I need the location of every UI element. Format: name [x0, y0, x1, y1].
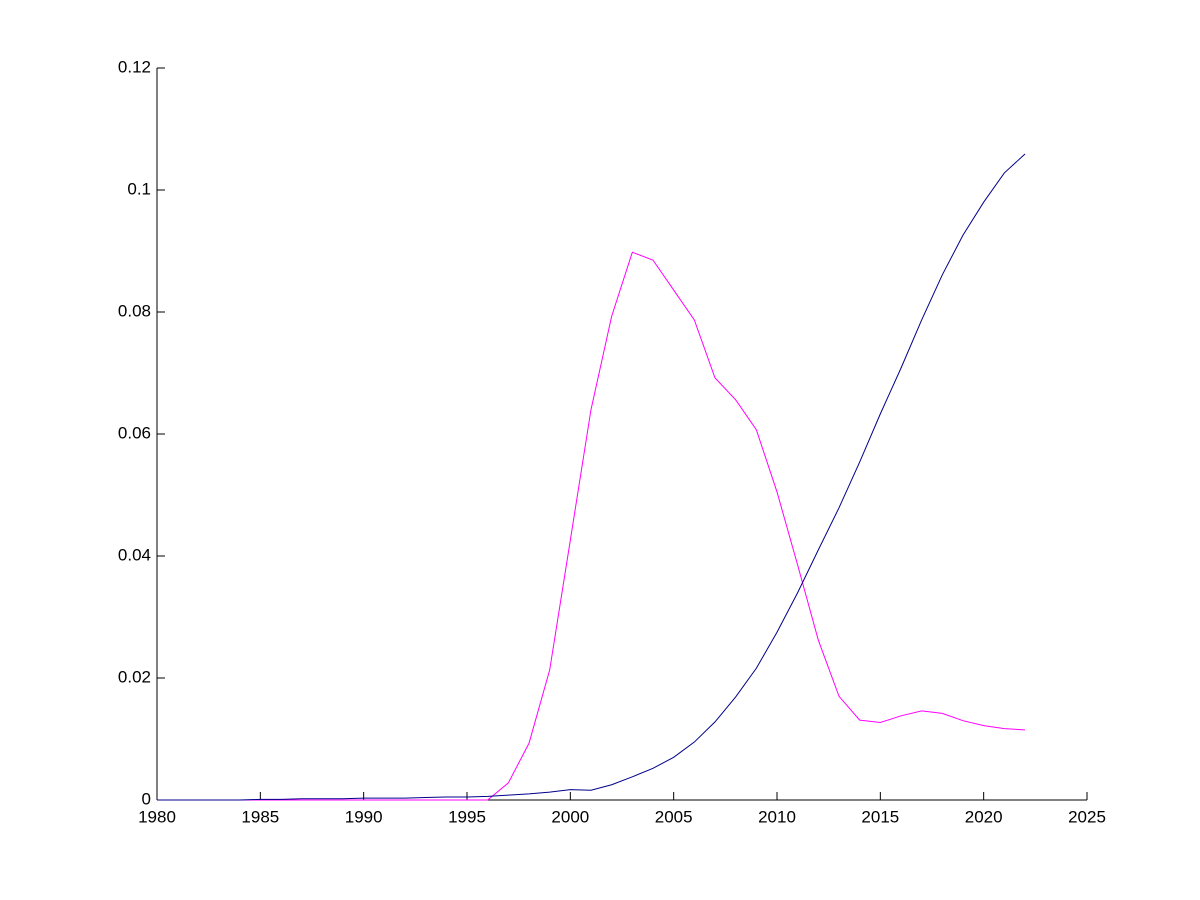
x-tick-label: 2000 [551, 807, 589, 826]
y-tick-label: 0.02 [118, 667, 151, 686]
y-tick-label: 0.04 [118, 545, 151, 564]
x-tick-label: 1985 [241, 807, 279, 826]
x-tick-label: 2010 [758, 807, 796, 826]
line-series [157, 153, 1026, 801]
x-tick-label: 1995 [448, 807, 486, 826]
x-tick-label: 2025 [1068, 807, 1106, 826]
y-tick-label: 0.12 [118, 57, 151, 76]
x-tick-label: 2015 [861, 807, 899, 826]
line-series [157, 251, 1026, 801]
x-tick-label: 2020 [965, 807, 1003, 826]
y-tick-label: 0.08 [118, 301, 151, 320]
y-tick-label: 0.1 [127, 179, 151, 198]
x-tick-label: 1980 [138, 807, 176, 826]
x-tick-label: 2005 [655, 807, 693, 826]
y-tick-label: 0 [142, 789, 151, 808]
x-tick-label: 1990 [345, 807, 383, 826]
y-tick-label: 0.06 [118, 423, 151, 442]
